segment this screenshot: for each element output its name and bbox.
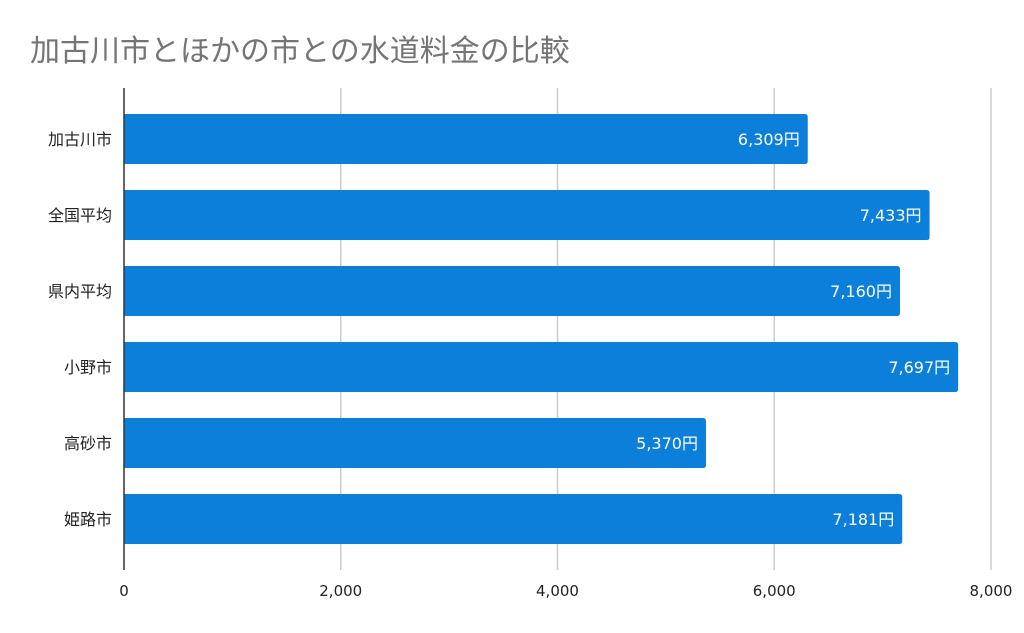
data-label: 5,370円	[636, 434, 698, 453]
bar	[124, 418, 706, 468]
bar	[124, 114, 808, 164]
bar	[124, 494, 903, 544]
data-label: 6,309円	[738, 130, 800, 149]
x-tick-label: 6,000	[753, 582, 796, 600]
data-label: 7,697円	[888, 358, 950, 377]
category-label: 県内平均	[48, 282, 112, 301]
data-label: 7,181円	[832, 510, 894, 529]
x-tick-label: 0	[119, 582, 129, 600]
bar	[124, 342, 959, 392]
category-label: 高砂市	[64, 434, 112, 453]
chart-title: 加古川市とほかの市との水道料金の比較	[30, 34, 570, 69]
category-label: 加古川市	[48, 130, 112, 149]
x-tick-label: 4,000	[536, 582, 579, 600]
category-label: 姫路市	[64, 510, 112, 529]
x-tick-label: 8,000	[970, 582, 1013, 600]
data-label: 7,433円	[860, 206, 922, 225]
bar	[124, 190, 930, 240]
x-tick-label: 2,000	[319, 582, 362, 600]
category-label: 小野市	[64, 358, 112, 377]
bar	[124, 266, 900, 316]
category-label: 全国平均	[48, 206, 112, 225]
data-label: 7,160円	[830, 282, 892, 301]
